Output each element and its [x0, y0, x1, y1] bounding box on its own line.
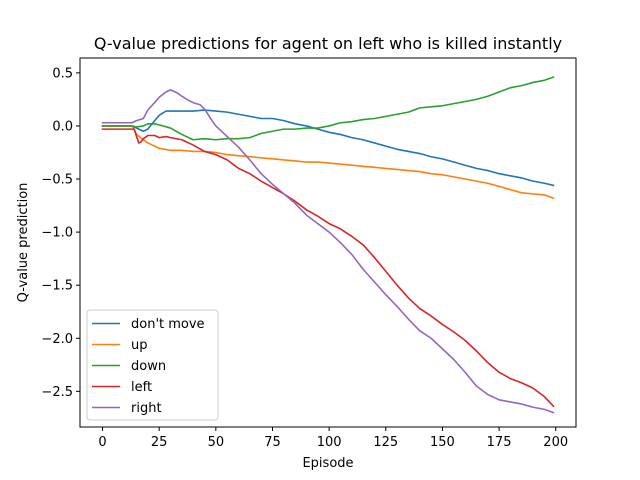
x-tick-label: 50 — [208, 435, 225, 450]
y-tick-label: −2.5 — [41, 385, 73, 400]
y-tick-label: −1.5 — [41, 279, 73, 294]
x-tick-label: 100 — [317, 435, 342, 450]
y-axis-label: Q-value prediction — [16, 183, 31, 303]
x-tick-label: 175 — [487, 435, 512, 450]
x-tick-label: 0 — [98, 435, 106, 450]
y-tick-label: −0.5 — [41, 173, 73, 188]
series-line-2 — [101, 76, 555, 141]
legend: don't move up down left right — [86, 309, 219, 421]
legend-box — [86, 309, 219, 421]
y-tick-label: −2.0 — [41, 332, 73, 347]
legend-label: left — [131, 380, 152, 395]
series-line-3 — [101, 128, 555, 408]
x-tick-label: 150 — [430, 435, 455, 450]
axes-frame — [79, 57, 577, 428]
chart-title: Q-value predictions for agent on left wh… — [94, 34, 562, 53]
x-axis-label: Episode — [302, 456, 353, 471]
x-tick-label: 125 — [373, 435, 398, 450]
y-tick-label: 0.0 — [52, 119, 73, 134]
y-tick-label: 0.5 — [52, 66, 73, 81]
y-tick-label: −1.0 — [41, 226, 73, 241]
x-tick-label: 75 — [264, 435, 281, 450]
x-tick-label: 200 — [543, 435, 568, 450]
x-tick-label: 25 — [151, 435, 168, 450]
legend-label: down — [131, 359, 166, 374]
x-axis-ticks: 0 25 50 75 100 125 150 175 200 — [98, 427, 568, 450]
series-line-4 — [101, 89, 555, 414]
series-line-1 — [101, 125, 555, 200]
y-axis-ticks: −2.5 −2.0 −1.5 −1.0 −0.5 0.0 0.5 — [41, 66, 80, 400]
plot-lines — [101, 76, 555, 414]
legend-label: don't move — [131, 317, 205, 332]
legend-label: right — [131, 401, 162, 416]
series-line-0 — [101, 109, 555, 187]
legend-label: up — [131, 338, 148, 353]
